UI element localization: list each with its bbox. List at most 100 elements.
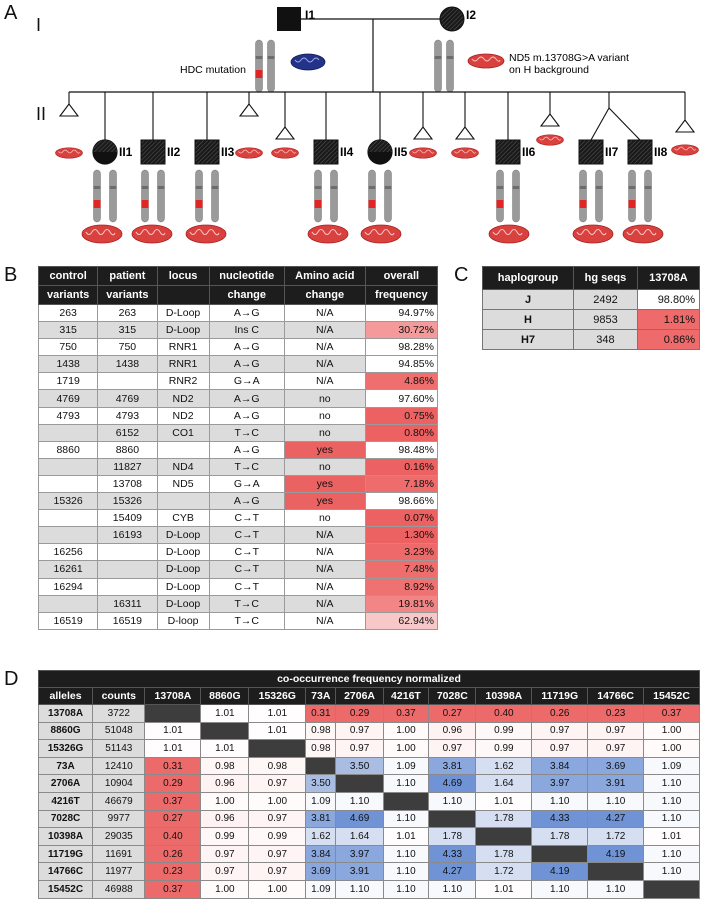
variant-row: 315 315 D-Loop Ins C N/A 30.72% [37,321,439,340]
variants-header-cell: Amino acid [283,266,366,286]
variant-cell-pat: 15409 [97,509,158,528]
cooccurrence-cell: 0.98 [248,756,307,776]
variant-cell-pat [97,543,158,562]
variant-cell-ctrl [37,594,99,613]
variant-cell-nt: C→T [208,509,285,528]
cooccurrence-cell: 0.98 [305,721,337,741]
cooccurrence-cell: 1.01 [475,879,533,899]
cooccurrence-count: 12410 [92,756,146,776]
pedigree-II1 [92,139,118,165]
cooccurrence-cell: 0.97 [248,774,307,793]
variant-row: 16193 D-Loop C→T N/A 1.30% [37,526,439,545]
variant-cell-freq: 4.86% [364,372,439,391]
cooccurrence-cell: 1.72 [475,862,533,881]
variant-cell-ctrl: 16261 [37,560,99,579]
cooccurrence-cell: 0.29 [335,704,384,723]
variant-cell-ctrl: 315 [37,321,99,340]
II7-label: II7 [605,145,619,159]
cooccurrence-allele: 73A [37,756,94,776]
variant-cell-freq: 0.80% [364,423,439,442]
cooccurrence-allele: 15326G [37,739,94,758]
variant-cell-ctrl [37,509,99,528]
variant-cell-aa: N/A [283,577,366,596]
nd5-variant-label-2: on H background [509,64,589,76]
variant-cell-freq: 94.97% [364,303,439,323]
cooccurrence-count: 3722 [92,704,146,723]
cooccurrence-cell: 1.10 [643,774,700,793]
cooccurrence-cell: 1.00 [200,879,250,899]
variant-cell-nt: G→A [208,474,285,494]
cooccurrence-allele: 4216T [37,791,94,811]
variant-row: 15326 15326 A→G yes 98.66% [37,492,439,511]
variant-cell-pat: 11827 [97,457,158,476]
variant-cell-aa: no [283,389,366,408]
variant-cell-freq: 19.81% [364,594,439,613]
variants-header-cell: control [37,266,99,286]
cooccurrence-cell: 0.98 [200,756,250,776]
cooccurrence-cell [428,809,477,829]
cooccurrence-cell [587,862,645,881]
cooccurrence-cell: 0.40 [475,704,533,723]
cooccurrence-col-header: counts [92,687,146,705]
variant-row: 15409 CYB C→T no 0.07% [37,509,439,528]
variant-cell-locus: D-loop [156,611,210,630]
cooccurrence-count: 46988 [92,879,146,899]
variant-cell-nt: A→G [208,440,285,459]
cooccurrence-col-header: 73A [305,687,337,705]
cooccurrence-cell: 1.10 [587,791,645,811]
cooccurrence-cell: 4.19 [531,862,589,881]
variant-cell-freq: 94.85% [364,355,439,374]
cooccurrence-cell: 1.01 [200,704,250,723]
variant-row: 263 263 D-Loop A→G N/A 94.97% [37,303,439,323]
variant-cell-freq: 0.16% [364,457,439,476]
cooccurrence-cell: 0.97 [335,721,384,741]
variant-row: 16256 D-Loop C→T N/A 3.23% [37,543,439,562]
variant-cell-freq: 7.48% [364,560,439,579]
cooccurrence-row: 73A 12410 0.31 0.98 0.98 3.50 1.09 3.81 1.62 3.84… [37,756,700,776]
variant-cell-aa: N/A [283,338,366,357]
variant-cell-aa: N/A [283,372,366,391]
variants-header-cell [156,285,210,305]
cooccurrence-cell: 1.78 [475,809,533,829]
cooccurrence-col-header: alleles [37,687,94,705]
cooccurrence-cell: 1.10 [643,862,700,881]
variants-header-cell: locus [156,266,210,286]
hdc-mutation-label: HDC mutation [180,64,246,76]
variant-cell-aa: N/A [283,594,366,613]
cooccurrence-row: 8860G 51048 1.01 1.01 0.98 0.97 1.00 0.96 0.99 0.… [37,721,700,741]
cooccurrence-cell: 0.29 [144,774,202,793]
variant-cell-locus: D-Loop [156,594,210,613]
variant-cell-freq: 1.30% [364,526,439,545]
cooccurrence-cell [475,827,533,846]
variant-cell-pat: 750 [97,338,158,357]
cooccurrence-cell: 3.97 [335,844,384,864]
cooccurrence-cell: 0.99 [248,827,307,846]
cooccurrence-count: 10904 [92,774,146,793]
variant-cell-nt: T→C [208,457,285,476]
pedigree-II2 [140,139,166,165]
variant-cell-ctrl: 8860 [37,440,99,459]
variants-table: control patient locus nucleotide Amino acid o… [37,266,439,630]
haplogroup-name: H [481,309,575,330]
II6-label: II6 [522,145,536,159]
cooccurrence-cell: 3.50 [305,774,337,793]
pedigree-II7 [578,139,604,165]
variant-cell-nt: A→G [208,389,285,408]
cooccurrence-col-header: 2706A [335,687,384,705]
variant-cell-nt: C→T [208,560,285,579]
variant-cell-ctrl: 1719 [37,372,99,391]
variant-row: 4793 4793 ND2 A→G no 0.75% [37,406,439,425]
cooccurrence-row: 15452C 46988 0.37 1.00 1.00 1.09 1.10 1.10 1.10 1… [37,879,700,899]
cooccurrence-row: 2706A 10904 0.29 0.96 0.97 3.50 1.10 4.69 1.64 3.… [37,774,700,793]
variant-cell-pat: 263 [97,303,158,323]
cooccurrence-cell: 0.23 [144,862,202,881]
cooccurrence-cell: 0.26 [144,844,202,864]
variant-cell-nt: T→C [208,611,285,630]
cooccurrence-row: 14766C 11977 0.23 0.97 0.97 3.69 3.91 1.10 4.27 1… [37,862,700,881]
cooccurrence-count: 51143 [92,739,146,758]
variant-cell-ctrl: 4769 [37,389,99,408]
cooccurrence-cell: 1.10 [382,862,430,881]
pedigree-II3 [194,139,220,165]
cooccurrence-cell: 4.27 [428,862,477,881]
variant-cell-locus: CYB [156,509,210,528]
